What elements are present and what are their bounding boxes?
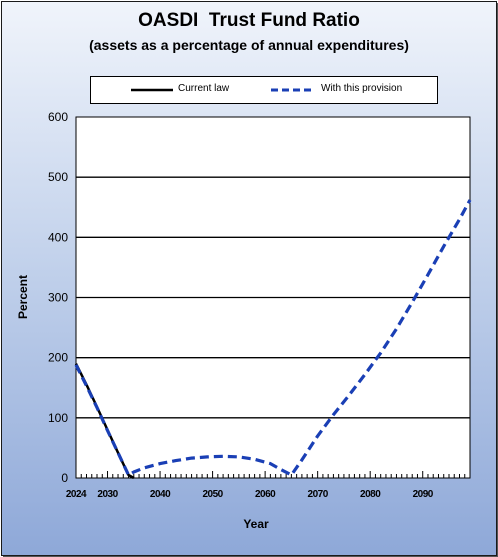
y-axis-title: Percent xyxy=(16,275,30,319)
y-tick-label: 300 xyxy=(48,291,68,305)
legend-item-current-law: Current law xyxy=(131,77,271,103)
series-line-with-provision xyxy=(74,199,472,477)
x-tick-label: 2050 xyxy=(202,489,223,500)
chart-legend: Current law With this provision xyxy=(90,76,438,104)
y-tick-label: 500 xyxy=(48,170,68,184)
y-tick-label: 400 xyxy=(48,230,68,244)
x-tick-label: 2024 xyxy=(66,489,87,500)
chart-title: OASDI Trust Fund Ratio xyxy=(138,10,360,31)
legend-label-current-law: Current law xyxy=(178,83,230,94)
x-tick-label: 2090 xyxy=(413,489,434,500)
x-tick-label: 2030 xyxy=(97,489,118,500)
x-tick-label: 2080 xyxy=(360,489,381,500)
y-tick-label: 100 xyxy=(48,411,68,425)
y-tick-label: 0 xyxy=(61,471,68,485)
legend-item-with-provision: With this provision xyxy=(271,77,431,103)
legend-label-with-provision: With this provision xyxy=(321,83,403,94)
legend-swatch-with-provision xyxy=(271,88,315,92)
x-tick-label: 2040 xyxy=(150,489,171,500)
chart-subtitle: (assets as a percentage of annual expend… xyxy=(89,37,409,53)
x-axis-title: Year xyxy=(243,517,269,531)
x-tick-label: 2060 xyxy=(255,489,276,500)
y-tick-label: 200 xyxy=(48,351,68,365)
y-tick-label: 600 xyxy=(48,110,68,124)
legend-swatch-current-law xyxy=(131,88,173,92)
x-tick-label: 2070 xyxy=(308,489,329,500)
